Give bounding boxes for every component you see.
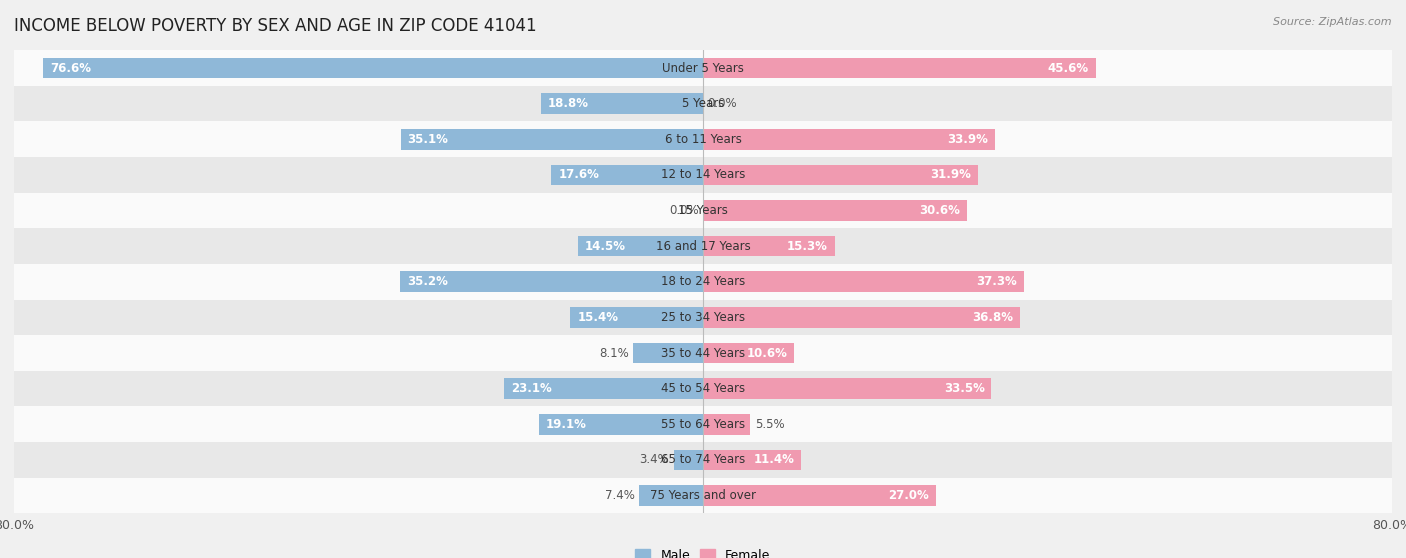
Text: 15 Years: 15 Years xyxy=(678,204,728,217)
Text: 33.5%: 33.5% xyxy=(943,382,984,395)
Text: 5.5%: 5.5% xyxy=(755,418,785,431)
Text: 15.3%: 15.3% xyxy=(787,240,828,253)
Bar xyxy=(14,442,1392,478)
Bar xyxy=(640,485,703,506)
Bar xyxy=(538,414,703,435)
Text: 33.9%: 33.9% xyxy=(948,133,988,146)
Bar xyxy=(703,307,1019,328)
Text: Source: ZipAtlas.com: Source: ZipAtlas.com xyxy=(1274,17,1392,27)
Bar xyxy=(633,343,703,363)
Bar xyxy=(14,228,1392,264)
Text: 12 to 14 Years: 12 to 14 Years xyxy=(661,169,745,181)
Bar xyxy=(44,57,703,78)
Text: 31.9%: 31.9% xyxy=(929,169,970,181)
Bar xyxy=(14,50,1392,86)
Text: 36.8%: 36.8% xyxy=(972,311,1012,324)
Text: 19.1%: 19.1% xyxy=(546,418,586,431)
Bar xyxy=(703,271,1024,292)
Bar xyxy=(14,193,1392,228)
Bar xyxy=(673,450,703,470)
Text: 37.3%: 37.3% xyxy=(977,275,1018,288)
Text: 55 to 64 Years: 55 to 64 Years xyxy=(661,418,745,431)
Text: 0.0%: 0.0% xyxy=(669,204,699,217)
Bar xyxy=(703,450,801,470)
Bar xyxy=(571,307,703,328)
Bar xyxy=(505,378,703,399)
Bar xyxy=(14,122,1392,157)
Bar xyxy=(14,264,1392,300)
Bar xyxy=(14,157,1392,193)
Text: 8.1%: 8.1% xyxy=(599,347,628,359)
Text: Under 5 Years: Under 5 Years xyxy=(662,61,744,75)
Text: 3.4%: 3.4% xyxy=(640,454,669,466)
Text: INCOME BELOW POVERTY BY SEX AND AGE IN ZIP CODE 41041: INCOME BELOW POVERTY BY SEX AND AGE IN Z… xyxy=(14,17,537,35)
Text: 18 to 24 Years: 18 to 24 Years xyxy=(661,275,745,288)
Bar xyxy=(703,378,991,399)
Bar xyxy=(703,200,966,221)
Bar xyxy=(703,414,751,435)
Bar xyxy=(14,406,1392,442)
Bar xyxy=(551,165,703,185)
Legend: Male, Female: Male, Female xyxy=(630,544,776,558)
Text: 25 to 34 Years: 25 to 34 Years xyxy=(661,311,745,324)
Text: 0.0%: 0.0% xyxy=(707,97,737,110)
Text: 27.0%: 27.0% xyxy=(887,489,928,502)
Text: 7.4%: 7.4% xyxy=(605,489,636,502)
Text: 14.5%: 14.5% xyxy=(585,240,626,253)
Bar xyxy=(399,271,703,292)
Bar xyxy=(703,343,794,363)
Text: 10.6%: 10.6% xyxy=(747,347,787,359)
Text: 6 to 11 Years: 6 to 11 Years xyxy=(665,133,741,146)
Text: 11.4%: 11.4% xyxy=(754,454,794,466)
Text: 16 and 17 Years: 16 and 17 Years xyxy=(655,240,751,253)
Text: 5 Years: 5 Years xyxy=(682,97,724,110)
Bar xyxy=(14,300,1392,335)
Text: 45 to 54 Years: 45 to 54 Years xyxy=(661,382,745,395)
Bar xyxy=(703,485,935,506)
Bar xyxy=(703,236,835,257)
Text: 15.4%: 15.4% xyxy=(578,311,619,324)
Text: 45.6%: 45.6% xyxy=(1047,61,1088,75)
Bar xyxy=(14,335,1392,371)
Bar xyxy=(541,93,703,114)
Bar xyxy=(703,165,977,185)
Text: 65 to 74 Years: 65 to 74 Years xyxy=(661,454,745,466)
Bar xyxy=(703,57,1095,78)
Bar xyxy=(401,129,703,150)
Bar xyxy=(14,478,1392,513)
Bar xyxy=(703,129,995,150)
Bar xyxy=(14,86,1392,122)
Text: 35.2%: 35.2% xyxy=(406,275,447,288)
Text: 75 Years and over: 75 Years and over xyxy=(650,489,756,502)
Text: 23.1%: 23.1% xyxy=(510,382,551,395)
Text: 76.6%: 76.6% xyxy=(51,61,91,75)
Bar xyxy=(578,236,703,257)
Text: 18.8%: 18.8% xyxy=(548,97,589,110)
Bar xyxy=(14,371,1392,406)
Text: 17.6%: 17.6% xyxy=(558,169,599,181)
Text: 35 to 44 Years: 35 to 44 Years xyxy=(661,347,745,359)
Text: 35.1%: 35.1% xyxy=(408,133,449,146)
Text: 30.6%: 30.6% xyxy=(918,204,960,217)
